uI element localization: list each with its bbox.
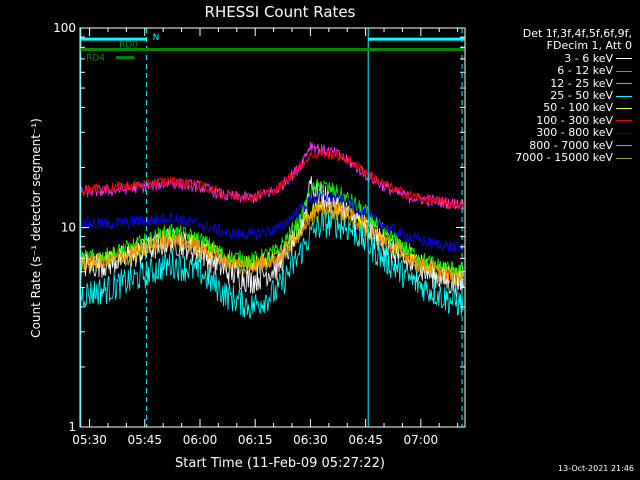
- legend-item-label: 12 - 25 keV: [550, 76, 613, 90]
- x-tick-label: 06:30: [293, 433, 328, 447]
- legend-item: 12 - 25 keV: [462, 76, 632, 90]
- legend-swatch: [616, 145, 632, 147]
- legend-item: 3 - 6 keV: [462, 51, 632, 65]
- legend-item: 300 - 800 keV: [462, 127, 632, 139]
- x-tick-label: 05:30: [72, 433, 107, 447]
- series-layer: [80, 141, 464, 319]
- legend-item: 100 - 300 keV: [462, 113, 632, 127]
- x-tick-label: 06:15: [238, 433, 273, 447]
- legend-item: 800 - 7000 keV: [462, 138, 632, 152]
- y-tick-label: 1: [68, 420, 76, 434]
- legend-item-label: 3 - 6 keV: [564, 51, 613, 65]
- legend-item-label: 100 - 300 keV: [536, 113, 613, 127]
- series-line-300-800-keV: [80, 191, 464, 254]
- legend-header-line2: FDecim 1, Att 0: [546, 39, 632, 53]
- status-bar-rd4-label: RD4: [86, 54, 105, 64]
- y-axis-label: Count Rate (s⁻¹ detector segment⁻¹): [29, 118, 43, 338]
- legend-swatch: [616, 107, 632, 109]
- legend-item-label: 800 - 7000 keV: [529, 138, 613, 152]
- chart-title: RHESSI Count Rates: [205, 3, 356, 21]
- legend-item-label: 50 - 100 keV: [543, 101, 613, 115]
- status-bar-rd0-label: RD0: [119, 41, 138, 51]
- legend-item-label: 25 - 50 keV: [550, 89, 613, 103]
- legend-item-label: 6 - 12 keV: [557, 64, 613, 78]
- series-line-12-25-keV: [80, 179, 464, 277]
- x-tick-label: 06:00: [183, 433, 218, 447]
- status-bar-n-label: N: [153, 33, 160, 43]
- axis-layer: 05:30 05:45 06:00 06:15 06:30 06:45 07:00 1 10 10…: [53, 21, 465, 447]
- legend-swatch: [616, 95, 632, 97]
- legend-swatch: [616, 120, 632, 122]
- series-line-6-12-keV: [80, 141, 464, 212]
- legend-item: 7000 - 15000 keV: [462, 151, 632, 165]
- y-tick-label: 10: [61, 221, 76, 235]
- legend-item: 50 - 100 keV: [462, 102, 632, 114]
- legend-swatch: [616, 132, 632, 134]
- overlay-layer: N RD0 RD4: [80, 28, 465, 427]
- timestamp: 13-Oct-2021 21:46: [558, 464, 634, 473]
- series-line-800-7000-keV: [80, 200, 464, 284]
- x-tick-label: 05:45: [127, 433, 162, 447]
- legend-item: 25 - 50 keV: [462, 89, 632, 103]
- legend-swatch: [616, 58, 632, 60]
- x-axis-label: Start Time (11-Feb-09 05:27:22): [175, 456, 385, 471]
- legend-items: 3 - 6 keV 6 - 12 keV 12 - 25 keV 25 - 50 ke…: [462, 51, 632, 165]
- legend-swatch: [616, 70, 632, 72]
- legend-item-label: 300 - 800 keV: [536, 126, 613, 140]
- x-tick-label: 06:45: [348, 433, 383, 447]
- series-line-100-300-keV: [80, 148, 464, 211]
- legend-swatch: [616, 83, 632, 85]
- legend-swatch: [616, 157, 632, 159]
- series-line-25-50-keV: [80, 209, 464, 319]
- legend: Det 1f,3f,4f,5f,6f,9f, FDecim 1, Att 0 3…: [462, 27, 632, 165]
- y-tick-label: 100: [53, 21, 76, 35]
- legend-item-label: 7000 - 15000 keV: [515, 151, 613, 165]
- legend-header-line1: Det 1f,3f,4f,5f,6f,9f,: [522, 27, 632, 40]
- legend-item: 6 - 12 keV: [462, 65, 632, 77]
- x-tick-label: 07:00: [404, 433, 439, 447]
